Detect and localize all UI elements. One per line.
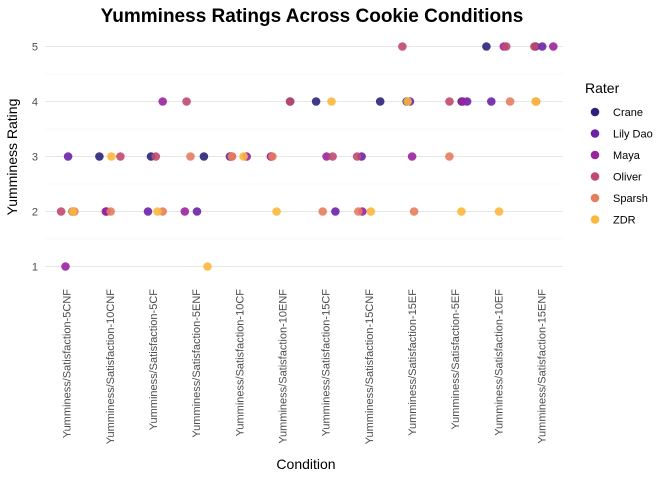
legend-label: Maya: [613, 150, 641, 162]
data-point: [107, 152, 116, 161]
data-point: [203, 262, 212, 271]
legend-key: [590, 107, 600, 117]
data-point: [285, 97, 295, 106]
data-point: [272, 207, 281, 216]
data-point: [186, 152, 195, 161]
legend-label: Oliver: [613, 172, 642, 184]
x-tick-label: Yumminess/Satisfaction-5EF: [450, 289, 462, 430]
data-point: [352, 152, 362, 161]
data-point: [331, 207, 340, 216]
data-point: [56, 207, 66, 216]
data-point: [153, 207, 162, 216]
y-tick-label: 1: [32, 262, 38, 274]
data-point: [531, 97, 540, 106]
x-tick-label: Yumminess/Satisfaction-5ENF: [191, 289, 203, 438]
data-point: [530, 42, 539, 51]
x-tick-label: Yumminess/Satisfaction-5CNF: [62, 289, 74, 438]
legend-label: Lily Dao: [613, 129, 653, 141]
data-point: [487, 97, 496, 106]
legend-label: ZDR: [613, 215, 636, 227]
data-point: [95, 152, 104, 161]
data-point: [445, 152, 454, 161]
data-point: [61, 262, 70, 271]
x-tick-label: Yumminess/Satisfaction-10CF: [234, 289, 246, 437]
legend-key: [590, 150, 600, 160]
data-point: [106, 207, 115, 216]
legend: Rater Crane Lily Dao Maya Oliver Sparsh ZDR: [585, 80, 653, 227]
data-point: [268, 152, 277, 161]
data-point: [537, 42, 547, 51]
data-point: [407, 152, 417, 161]
data-point: [328, 152, 337, 161]
x-axis-title: Condition: [276, 456, 335, 472]
data-point: [116, 152, 125, 161]
x-tick-label: Yumminess/Satisfaction-10EF: [493, 289, 505, 436]
data-point: [366, 207, 376, 216]
data-point: [505, 97, 515, 106]
legend-label: Crane: [613, 107, 643, 119]
legend-key: [590, 215, 600, 224]
chart-title: Yumminess Ratings Across Cookie Conditio…: [101, 6, 524, 27]
data-point: [327, 97, 336, 106]
data-point: [158, 97, 167, 106]
x-tick-label: Yumminess/Satisfaction-15CNF: [364, 289, 376, 445]
data-point: [494, 207, 504, 216]
legend-key: [590, 172, 600, 181]
data-point: [482, 42, 491, 51]
data-point: [549, 42, 558, 51]
data-point: [143, 207, 153, 216]
legend-title: Rater: [585, 80, 620, 96]
legend-key: [590, 193, 600, 203]
x-tick-label: Yumminess/Satisfaction-15CF: [321, 289, 333, 437]
y-tick-label: 4: [32, 97, 38, 109]
data-point: [354, 207, 363, 216]
y-tick-label: 3: [32, 152, 38, 164]
data-point: [199, 152, 209, 161]
x-tick-label: Yumminess/Satisfaction-15EF: [407, 289, 419, 436]
x-tick-label: Yumminess/Satisfaction-5CF: [148, 289, 160, 430]
data-point: [322, 152, 331, 161]
data-point: [151, 152, 161, 161]
data-point: [318, 207, 328, 216]
x-tick-label: Yumminess/Satisfaction-10ENF: [277, 289, 289, 444]
data-point: [375, 97, 385, 106]
data-point: [180, 207, 190, 216]
data-point: [227, 152, 236, 161]
data-point: [192, 207, 202, 216]
grid: [45, 46, 563, 267]
y-axis-title: Yumminess Rating: [4, 99, 20, 216]
data-point: [182, 97, 191, 106]
data-point: [311, 97, 321, 106]
y-tick-label: 5: [32, 42, 38, 54]
data-point: [239, 152, 248, 161]
y-axis: 1 2 3 4 5: [32, 42, 38, 274]
x-tick-label: Yumminess/Satisfaction-10CNF: [105, 289, 117, 445]
data-point: [445, 97, 454, 106]
data-point: [398, 42, 407, 51]
data-point: [63, 152, 73, 161]
x-axis: Yumminess/Satisfaction-5CNF Yumminess/Sat…: [62, 289, 549, 445]
data-point: [501, 42, 511, 51]
legend-key: [590, 129, 600, 138]
legend-label: Sparsh: [613, 193, 648, 205]
y-tick-label: 2: [32, 207, 38, 219]
data-point: [68, 207, 77, 216]
data-point: [409, 207, 419, 216]
x-tick-label: Yumminess/Satisfaction-15ENF: [536, 289, 548, 444]
data-point: [403, 97, 412, 106]
data-point: [458, 97, 468, 106]
data-points: [56, 42, 558, 271]
data-point: [457, 207, 466, 216]
